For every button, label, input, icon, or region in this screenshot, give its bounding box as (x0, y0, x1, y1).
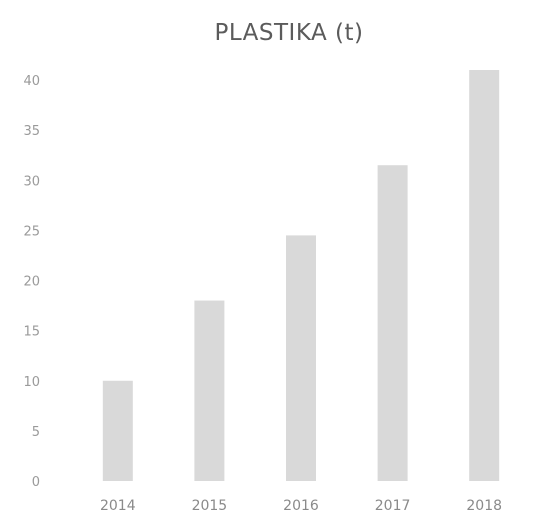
bar-2015 (194, 300, 225, 481)
y-tick-label: 25 (23, 224, 40, 239)
x-tick-label: 2014 (100, 498, 136, 514)
y-tick-label: 15 (23, 325, 40, 340)
y-tick-label: 20 (23, 275, 40, 290)
x-tick-label: 2018 (466, 498, 502, 514)
x-tick-label: 2017 (375, 498, 411, 514)
bar-2017 (377, 165, 408, 481)
y-tick-label: 30 (23, 174, 40, 189)
bar-2014 (102, 380, 133, 481)
y-tick-label: 35 (23, 124, 40, 139)
y-tick-label: 40 (23, 74, 40, 89)
bars (102, 70, 500, 481)
x-tick-label: 2016 (283, 498, 319, 514)
y-tick-label: 0 (32, 475, 40, 490)
x-axis: 2014 2015 2016 2017 2018 (100, 498, 502, 514)
bar-2016 (286, 235, 316, 481)
y-axis: 0 5 10 15 20 25 30 35 40 (23, 74, 40, 490)
bar-2018 (469, 70, 500, 481)
y-tick-label: 10 (23, 375, 40, 390)
x-tick-label: 2015 (192, 498, 228, 514)
y-tick-label: 5 (32, 425, 40, 440)
chart-title: PLASTIKA (t) (214, 20, 363, 46)
